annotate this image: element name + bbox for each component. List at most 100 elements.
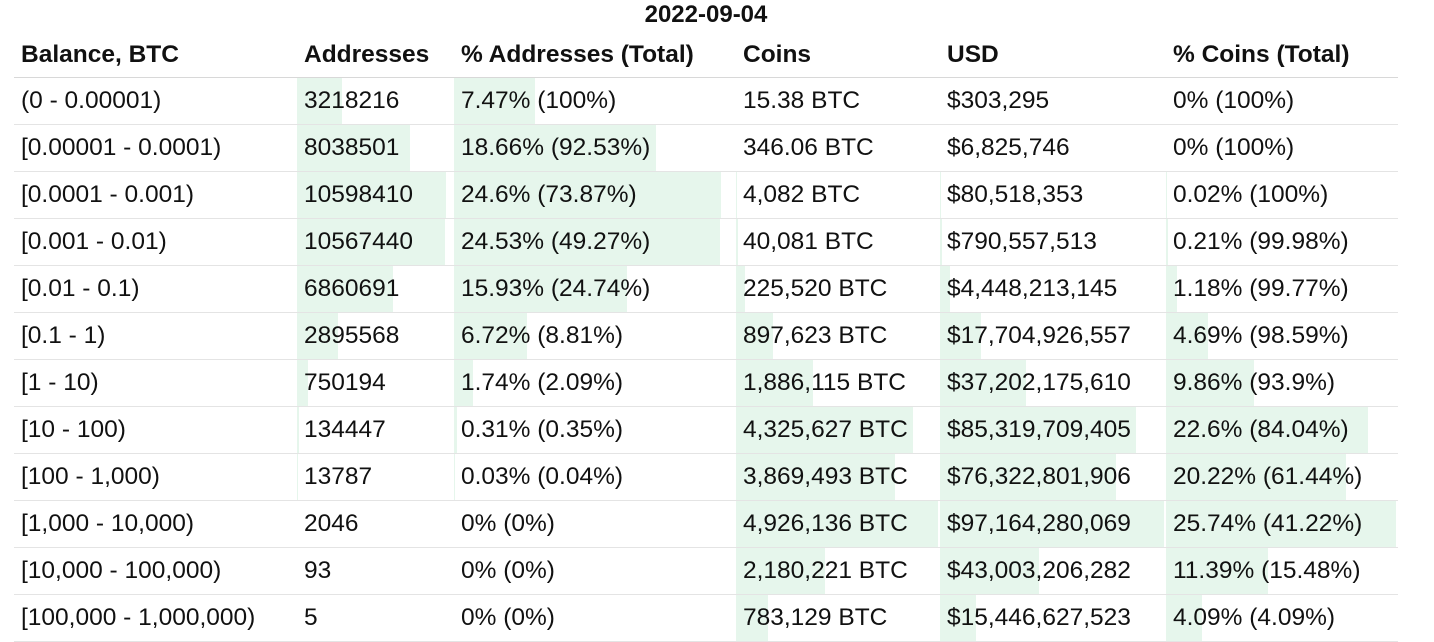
pct-addresses-cell-text: 24.53% (49.27%) bbox=[461, 228, 650, 255]
table-row: [1,000 - 10,000) 2046 0% (0%) 4,926,136 BTC… bbox=[14, 501, 1398, 548]
pct-coins-cell-text: 11.39% (15.48%) bbox=[1173, 557, 1361, 584]
pct-addresses-cell-text: 0% (0%) bbox=[461, 557, 555, 584]
addresses-cell: 13787 bbox=[297, 454, 454, 501]
pct-addresses-cell: 7.47% (100%) bbox=[454, 78, 736, 125]
addresses-cell: 10567440 bbox=[297, 219, 454, 266]
addresses-cell: 3218216 bbox=[297, 78, 454, 125]
addresses-cell-text: 2895568 bbox=[304, 322, 399, 349]
coins-cell-text: 346.06 BTC bbox=[743, 134, 874, 161]
addresses-cell-text: 3218216 bbox=[304, 87, 399, 114]
balance-cell: [100 - 1,000) bbox=[14, 454, 297, 501]
pct-addresses-cell-text: 24.6% (73.87%) bbox=[461, 181, 637, 208]
coins-cell-text: 4,325,627 BTC bbox=[743, 416, 908, 443]
pct-addresses-cell-text: 7.47% (100%) bbox=[461, 87, 616, 114]
coins-cell: 4,325,627 BTC bbox=[736, 407, 940, 454]
usd-cell: $6,825,746 bbox=[940, 125, 1166, 172]
usd-cell: $37,202,175,610 bbox=[940, 360, 1166, 407]
usd-cell: $15,446,627,523 bbox=[940, 595, 1166, 642]
addresses-cell-text: 8038501 bbox=[304, 134, 399, 161]
table-row: (0 - 0.00001) 3218216 7.47% (100%) 15.38 BT… bbox=[14, 78, 1398, 125]
usd-cell: $97,164,280,069 bbox=[940, 501, 1166, 548]
usd-cell-text: $17,704,926,557 bbox=[947, 322, 1131, 349]
balance-cell: [0.1 - 1) bbox=[14, 313, 297, 360]
usd-cell: $85,319,709,405 bbox=[940, 407, 1166, 454]
coins-cell: 4,082 BTC bbox=[736, 172, 940, 219]
pct-coins-cell: 22.6% (84.04%) bbox=[1166, 407, 1398, 454]
pct-addresses-cell-text: 1.74% (2.09%) bbox=[461, 369, 623, 396]
balance-cell-text: [100 - 1,000) bbox=[21, 463, 160, 490]
pct-addresses-cell-text: 0% (0%) bbox=[461, 510, 555, 537]
table-row: [0.001 - 0.01)10567440 24.53% (49.27%) 40,… bbox=[14, 219, 1398, 266]
share-bar bbox=[297, 407, 299, 453]
pct-coins-cell: 0.02% (100%) bbox=[1166, 172, 1398, 219]
coins-cell-text: 2,180,221 BTC bbox=[743, 557, 908, 584]
coins-cell: 4,926,136 BTC bbox=[736, 501, 940, 548]
balance-cell: [0.0001 - 0.001) bbox=[14, 172, 297, 219]
balance-cell-text: [0.0001 - 0.001) bbox=[21, 181, 194, 208]
usd-cell: $790,557,513 bbox=[940, 219, 1166, 266]
coins-cell-text: 4,082 BTC bbox=[743, 181, 860, 208]
pct-coins-cell: 0% (100%) bbox=[1166, 78, 1398, 125]
balance-cell-text: (0 - 0.00001) bbox=[21, 87, 161, 114]
balance-cell-text: [0.01 - 0.1) bbox=[21, 275, 139, 302]
pct-addresses-cell: 0% (0%) bbox=[454, 548, 736, 595]
balance-cell-text: [1,000 - 10,000) bbox=[21, 510, 194, 537]
addresses-cell-text: 5 bbox=[304, 604, 318, 631]
usd-cell: $303,295 bbox=[940, 78, 1166, 125]
pct-coins-cell-text: 20.22% (61.44%) bbox=[1173, 463, 1362, 490]
pct-coins-cell: 4.09% (4.09%) bbox=[1166, 595, 1398, 642]
pct-coins-cell-text: 0% (100%) bbox=[1173, 134, 1294, 161]
pct-coins-cell: 0.21% (99.98%) bbox=[1166, 219, 1398, 266]
coins-cell: 15.38 BTC bbox=[736, 78, 940, 125]
pct-addresses-cell: 1.74% (2.09%) bbox=[454, 360, 736, 407]
pct-coins-cell-text: 0.02% (100%) bbox=[1173, 181, 1328, 208]
coins-cell-text: 1,886,115 BTC bbox=[743, 369, 906, 396]
column-header-pct-addresses: % Addresses (Total) bbox=[454, 32, 736, 78]
balance-cell-text: [100,000 - 1,000,000) bbox=[21, 604, 255, 631]
pct-addresses-cell-text: 6.72% (8.81%) bbox=[461, 322, 623, 349]
share-bar bbox=[736, 219, 738, 265]
pct-coins-cell-text: 4.69% (98.59%) bbox=[1173, 322, 1349, 349]
usd-cell: $17,704,926,557 bbox=[940, 313, 1166, 360]
coins-cell: 1,886,115 BTC bbox=[736, 360, 940, 407]
usd-cell-text: $37,202,175,610 bbox=[947, 369, 1131, 396]
pct-coins-cell: 20.22% (61.44%) bbox=[1166, 454, 1398, 501]
pct-coins-cell-text: 0.21% (99.98%) bbox=[1173, 228, 1349, 255]
balance-cell: [1 - 10) bbox=[14, 360, 297, 407]
balance-cell: [0.001 - 0.01) bbox=[14, 219, 297, 266]
pct-coins-cell: 0% (100%) bbox=[1166, 125, 1398, 172]
pct-addresses-cell-text: 0.31% (0.35%) bbox=[461, 416, 623, 443]
pct-coins-cell-text: 22.6% (84.04%) bbox=[1173, 416, 1349, 443]
addresses-cell-text: 6860691 bbox=[304, 275, 399, 302]
usd-cell-text: $97,164,280,069 bbox=[947, 510, 1131, 537]
balance-cell: [100,000 - 1,000,000) bbox=[14, 595, 297, 642]
pct-addresses-cell: 24.53% (49.27%) bbox=[454, 219, 736, 266]
pct-coins-cell-text: 0% (100%) bbox=[1173, 87, 1294, 114]
coins-cell-text: 225,520 BTC bbox=[743, 275, 887, 302]
coins-cell: 2,180,221 BTC bbox=[736, 548, 940, 595]
usd-cell-text: $4,448,213,145 bbox=[947, 275, 1117, 302]
usd-cell-text: $76,322,801,906 bbox=[947, 463, 1131, 490]
table-row: [0.1 - 1) 2895568 6.72% (8.81%) 897,623 BTC… bbox=[14, 313, 1398, 360]
pct-addresses-cell: 0% (0%) bbox=[454, 595, 736, 642]
addresses-cell-text: 10598410 bbox=[304, 181, 413, 208]
coins-cell-text: 4,926,136 BTC bbox=[743, 510, 908, 537]
pct-coins-cell-text: 4.09% (4.09%) bbox=[1173, 604, 1335, 631]
addresses-cell: 2046 bbox=[297, 501, 454, 548]
usd-cell-text: $15,446,627,523 bbox=[947, 604, 1131, 631]
coins-cell: 897,623 BTC bbox=[736, 313, 940, 360]
coins-cell: 40,081 BTC bbox=[736, 219, 940, 266]
addresses-cell: 134447 bbox=[297, 407, 454, 454]
pct-coins-cell-text: 1.18% (99.77%) bbox=[1173, 275, 1349, 302]
column-header-addresses: Addresses bbox=[297, 32, 454, 78]
column-header-balance: Balance, BTC bbox=[14, 32, 297, 78]
balance-cell-text: [10,000 - 100,000) bbox=[21, 557, 221, 584]
addresses-cell: 2895568 bbox=[297, 313, 454, 360]
addresses-cell-text: 134447 bbox=[304, 416, 386, 443]
table-header-row: Balance, BTC Addresses % Addresses (Tota… bbox=[14, 32, 1398, 78]
